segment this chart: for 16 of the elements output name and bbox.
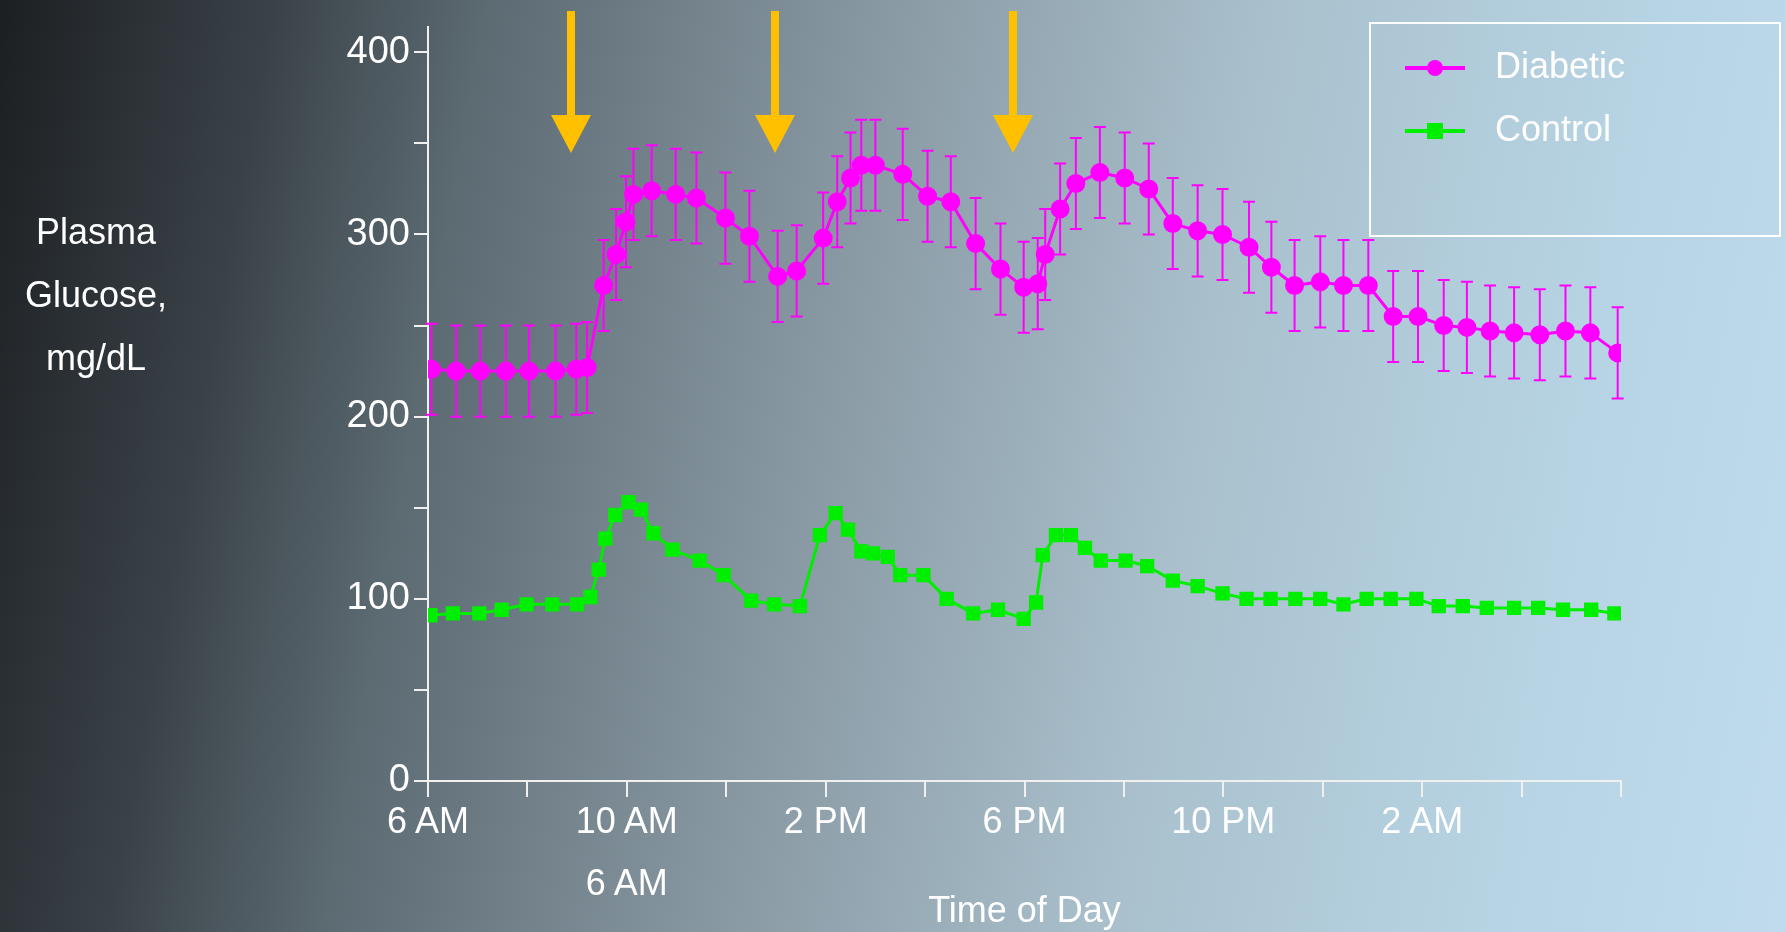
x-tick-label: 6 AM	[386, 799, 470, 841]
legend-label: Diabetic	[1495, 44, 1626, 86]
y-axis-title: Plasma Glucose, mg/dL	[24, 210, 168, 378]
x-tick-label: 10 AM	[575, 799, 678, 841]
x-tick-label: 10 PM	[1171, 799, 1276, 841]
y-tick-label: 0	[388, 757, 410, 800]
text: 6 AM	[585, 861, 668, 903]
x-tick-label: 6 PM	[982, 799, 1067, 841]
y-tick-label: 200	[346, 393, 410, 436]
x-axis-title: Time of Day	[928, 888, 1121, 930]
legend-label: Control	[1495, 107, 1612, 149]
y-tick-label: 300	[346, 210, 410, 253]
y-tick-label: 400	[346, 28, 410, 71]
x-tick-label: 2 AM	[1381, 799, 1464, 841]
y-tick-label: 100	[346, 575, 410, 618]
x-tick-label: 2 PM	[783, 799, 868, 841]
